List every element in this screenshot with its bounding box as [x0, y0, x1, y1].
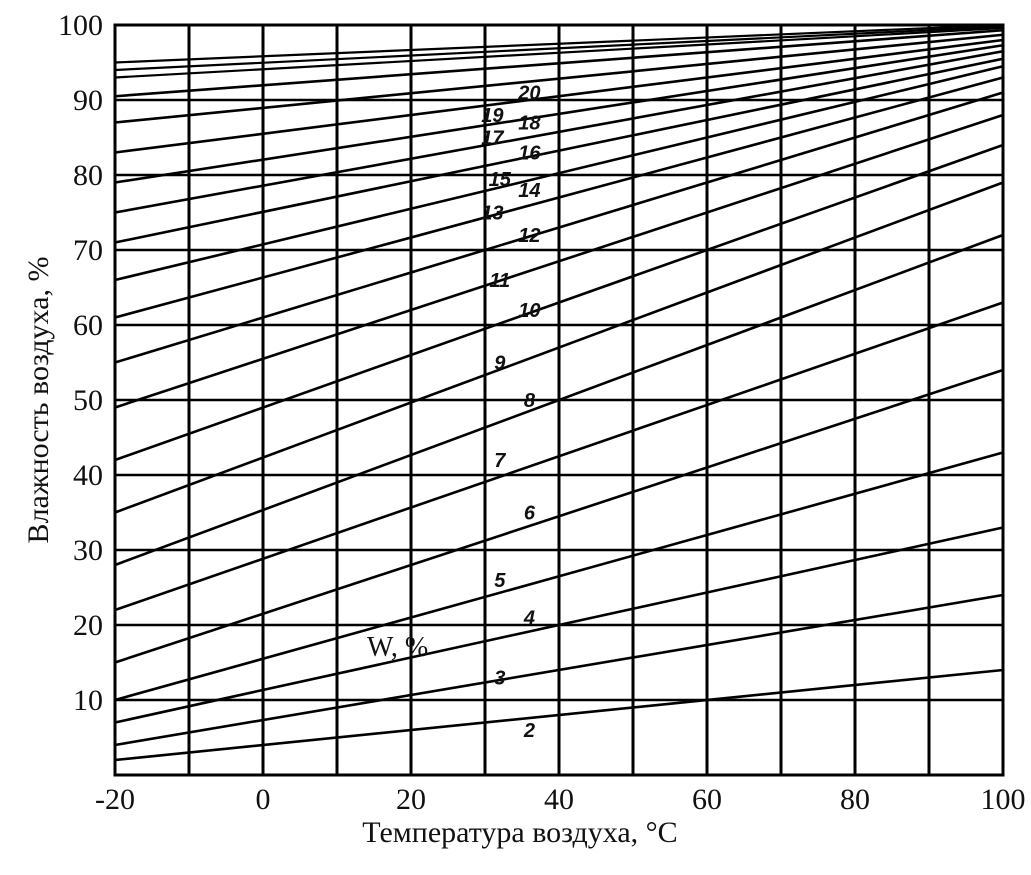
y-tick-label: 100 — [58, 9, 103, 42]
moisture-line-15 — [114, 57, 1004, 244]
x-tick-label: 80 — [840, 783, 870, 816]
moisture-line-6 — [114, 368, 1004, 664]
moisture-line-17 — [114, 43, 1004, 184]
curve-label-5: 5 — [494, 570, 506, 592]
moisture-line-9 — [114, 181, 1004, 514]
curve-label-18: 18 — [518, 113, 541, 135]
curve-label-14: 14 — [518, 180, 540, 202]
curve-label-7: 7 — [494, 450, 506, 472]
y-tick-label: 70 — [73, 234, 103, 267]
moisture-line-18 — [114, 38, 1004, 154]
y-tick-label: 20 — [73, 609, 103, 642]
y-tick-label: 50 — [73, 384, 103, 417]
curve-label-15: 15 — [489, 169, 512, 191]
moisture-line-11 — [114, 113, 1004, 409]
moisture-line-13 — [114, 76, 1004, 319]
moisture-line-12 — [114, 91, 1004, 364]
curve-label-16: 16 — [518, 143, 541, 165]
curve-label-10: 10 — [518, 300, 540, 322]
moisture-line-4 — [114, 526, 1004, 724]
y-tick-label: 90 — [73, 84, 103, 117]
plot-frame — [113, 23, 1005, 777]
curve-label-8: 8 — [524, 390, 536, 412]
x-tick-label: 0 — [256, 783, 271, 816]
x-axis-title: Температура воздуха, °С — [362, 816, 677, 849]
curve-label-13: 13 — [481, 203, 503, 225]
curve-label-2: 2 — [523, 720, 535, 742]
curve-label-9: 9 — [494, 353, 506, 375]
moisture-lines — [114, 23, 1004, 762]
moisture-line-3 — [114, 593, 1004, 747]
curve-label-19: 19 — [481, 105, 504, 127]
x-tick-label: 20 — [396, 783, 426, 816]
moisture-line-5 — [114, 451, 1004, 702]
y-tick-label: 30 — [73, 534, 103, 567]
moisture-line-7 — [114, 301, 1004, 612]
y-tick-label: 10 — [73, 684, 103, 717]
tick-labels: -20 0 20 40 60 80 100 10 20 30 40 50 60 70 80 90 100 — [58, 9, 1026, 816]
x-tick-label: 60 — [692, 783, 722, 816]
curve-label-20: 20 — [517, 83, 540, 105]
y-axis-title: Влажность воздуха, % — [22, 257, 55, 544]
moisture-line-2 — [114, 668, 1004, 762]
moisture-line-unlabeled — [114, 25, 1004, 72]
y-tick-label: 60 — [73, 309, 103, 342]
y-tick-label: 80 — [73, 159, 103, 192]
moisture-line-unlabeled — [114, 23, 1004, 64]
curve-label-6: 6 — [524, 503, 536, 525]
moisture-line-10 — [114, 143, 1004, 462]
curve-label-11: 11 — [489, 270, 510, 292]
moisture-line-16 — [114, 49, 1004, 214]
moisture-line-14 — [114, 64, 1004, 282]
curve-label-17: 17 — [481, 128, 504, 150]
curve-label-12: 12 — [518, 225, 540, 247]
y-tick-label: 40 — [73, 459, 103, 492]
x-tick-label: 40 — [544, 783, 574, 816]
moisture-line-8 — [114, 233, 1004, 567]
x-tick-label: 100 — [981, 783, 1026, 816]
curve-label-4: 4 — [523, 608, 535, 630]
moisture-annotation: W, % — [367, 632, 428, 663]
moisture-line-20 — [114, 28, 1004, 98]
moisture-line-unlabeled — [114, 26, 1004, 79]
curve-label-3: 3 — [494, 668, 505, 690]
x-tick-label: -20 — [95, 783, 135, 816]
moisture-line-19 — [114, 33, 1004, 124]
